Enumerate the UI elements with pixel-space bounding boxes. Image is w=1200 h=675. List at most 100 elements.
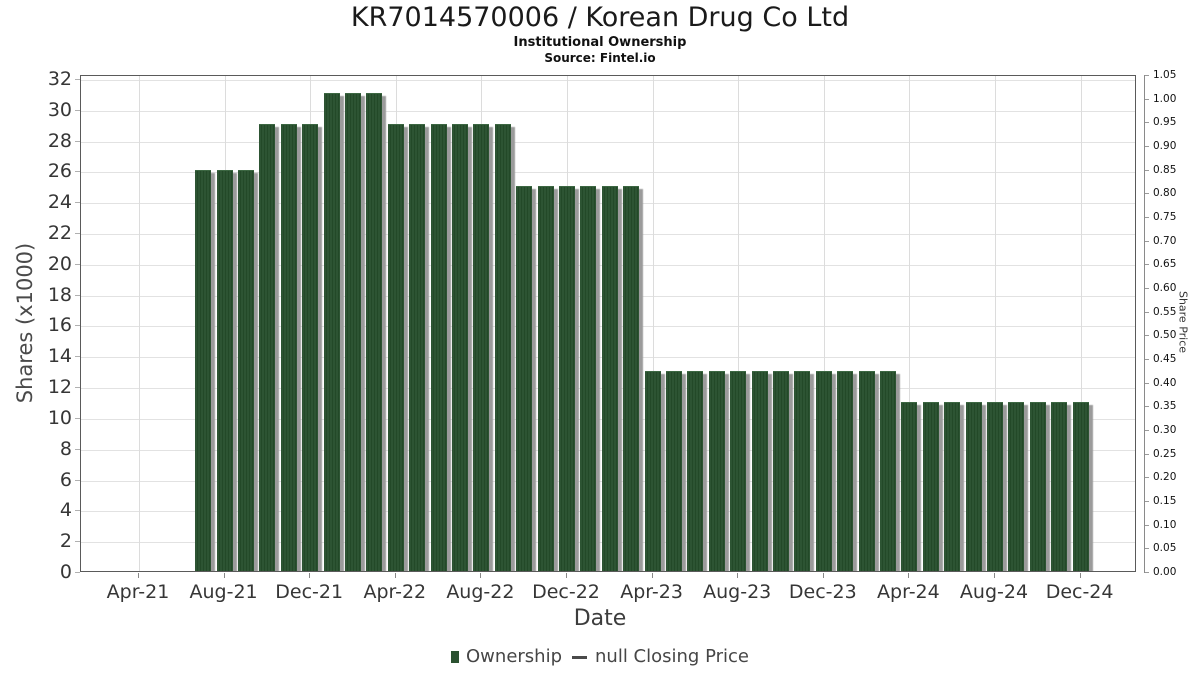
bar-Dec-24[interactable] xyxy=(1072,401,1089,571)
bar-May-22[interactable] xyxy=(409,124,426,571)
x-axis-tick-label: Aug-23 xyxy=(703,581,772,603)
x-axis-tick xyxy=(480,573,482,578)
y-axis-left-tick xyxy=(75,541,80,543)
y-axis-left-tick xyxy=(75,78,80,80)
bar-Jun-24[interactable] xyxy=(944,401,961,571)
x-axis-tick xyxy=(651,573,653,578)
y-axis-right-tick xyxy=(1145,169,1149,171)
y-axis-right-tick xyxy=(1145,75,1149,76)
bar-Sep-24[interactable] xyxy=(1008,401,1025,571)
bar-Aug-22[interactable] xyxy=(473,124,490,571)
bar-Apr-23[interactable] xyxy=(644,370,661,571)
bar-Feb-23[interactable] xyxy=(601,185,618,571)
x-axis-tick-label: Aug-24 xyxy=(959,581,1029,603)
bar-Dec-23[interactable] xyxy=(815,370,832,571)
x-axis-tick xyxy=(1079,573,1081,578)
y-axis-left-tick xyxy=(75,109,80,111)
x-axis-tick-label: Aug-21 xyxy=(189,581,258,603)
y-axis-right-tick xyxy=(1145,288,1149,289)
y-axis-right-tick-label: 1.00 xyxy=(1153,92,1177,105)
bar-Aug-24[interactable] xyxy=(987,401,1003,571)
y-axis-right-tick-label: 0.85 xyxy=(1153,163,1177,176)
y-axis-right-tick-label: 0.05 xyxy=(1153,542,1177,555)
bar-Nov-21[interactable] xyxy=(280,124,297,571)
bar-May-24[interactable] xyxy=(922,401,939,571)
y-axis-left-tick-label: 8 xyxy=(59,437,72,460)
bar-Sep-21[interactable] xyxy=(238,170,254,571)
bar-Jul-23[interactable] xyxy=(708,370,725,571)
legend: Ownership null Closing Price xyxy=(0,646,1200,667)
bar-May-23[interactable] xyxy=(666,370,682,571)
bar-Mar-23[interactable] xyxy=(623,185,640,571)
x-axis-tick xyxy=(822,573,824,578)
gridline xyxy=(81,79,1135,81)
bar-Oct-22[interactable] xyxy=(516,185,533,571)
y-axis-right-tick-label: 0.65 xyxy=(1153,258,1177,271)
y-axis-right-tick xyxy=(1145,193,1149,195)
y-axis-right-tick-label: 0.55 xyxy=(1153,305,1177,318)
y-axis-left-tick-label: 30 xyxy=(47,98,72,121)
x-axis-tick-label: Dec-22 xyxy=(532,581,600,603)
bar-Oct-21[interactable] xyxy=(259,124,276,571)
y-axis-right-tick-label: 0.75 xyxy=(1153,211,1177,223)
y-axis-right-tick xyxy=(1145,382,1149,384)
chart-source: Source: Fintel.io xyxy=(544,51,656,65)
y-axis-right-tick xyxy=(1145,359,1149,360)
y-axis-left-tick-label: 12 xyxy=(47,376,72,399)
y-axis-right-tick-label: 0.40 xyxy=(1153,376,1177,389)
x-axis-tick-label: Apr-24 xyxy=(877,581,940,603)
y-axis-right-tick-label: 0.25 xyxy=(1153,447,1177,460)
bar-Oct-23[interactable] xyxy=(773,370,789,571)
bar-Dec-21[interactable] xyxy=(302,124,319,571)
bar-Feb-22[interactable] xyxy=(345,93,361,571)
bar-Mar-22[interactable] xyxy=(366,93,383,571)
bar-Jan-24[interactable] xyxy=(837,370,854,571)
bar-Apr-22[interactable] xyxy=(387,124,404,571)
bar-Nov-22[interactable] xyxy=(537,185,554,571)
closing-price-legend-label[interactable]: null Closing Price xyxy=(595,646,749,667)
bar-Jun-22[interactable] xyxy=(430,124,447,571)
plot-area xyxy=(80,75,1136,572)
y-axis-right-tick xyxy=(1145,335,1149,337)
bar-Aug-21[interactable] xyxy=(216,170,233,571)
y-axis-left-tick xyxy=(75,325,80,327)
bar-Jul-24[interactable] xyxy=(965,401,982,571)
bar-Jan-22[interactable] xyxy=(323,93,340,571)
y-axis-right-tick xyxy=(1145,146,1149,147)
bar-Jun-23[interactable] xyxy=(687,370,704,571)
bar-Feb-24[interactable] xyxy=(858,370,875,571)
y-axis-right-tick xyxy=(1145,430,1149,431)
y-axis-right-tick-label: 0.00 xyxy=(1153,566,1177,578)
x-axis-tick-label: Apr-22 xyxy=(363,581,427,603)
bar-Jul-22[interactable] xyxy=(452,124,468,571)
x-axis-tick xyxy=(566,573,567,578)
gridline xyxy=(909,76,911,571)
y-axis-left-tick xyxy=(75,232,80,234)
ownership-legend-label[interactable]: Ownership xyxy=(466,646,563,667)
gridline xyxy=(738,76,740,571)
bar-Apr-24[interactable] xyxy=(901,401,918,571)
bar-Nov-24[interactable] xyxy=(1051,401,1068,571)
y-axis-right-tick xyxy=(1145,548,1149,550)
bar-Dec-22[interactable] xyxy=(559,185,575,571)
y-axis-left-tick-label: 22 xyxy=(47,221,72,244)
y-axis-right-tick xyxy=(1145,98,1149,100)
y-axis-left-tick xyxy=(75,510,80,512)
bar-Oct-24[interactable] xyxy=(1029,401,1046,571)
gridline xyxy=(652,76,654,571)
y-axis-right-tick-label: 0.15 xyxy=(1153,495,1177,507)
bar-Jan-23[interactable] xyxy=(580,185,597,571)
bar-Nov-23[interactable] xyxy=(794,370,811,571)
y-axis-left-tick-label: 24 xyxy=(47,191,72,214)
bar-Aug-23[interactable] xyxy=(730,370,747,571)
y-axis-right-tick xyxy=(1145,217,1149,218)
bar-Sep-22[interactable] xyxy=(494,124,511,571)
y-axis-left-tick-label: 20 xyxy=(47,252,72,275)
bar-Sep-23[interactable] xyxy=(751,370,768,571)
x-axis-title: Date xyxy=(573,606,627,631)
y-axis-right-tick-label: 0.80 xyxy=(1153,187,1177,200)
bar-Jul-21[interactable] xyxy=(195,170,212,571)
bar-Mar-24[interactable] xyxy=(880,370,896,571)
y-axis-right-tick-label: 0.30 xyxy=(1153,424,1177,436)
